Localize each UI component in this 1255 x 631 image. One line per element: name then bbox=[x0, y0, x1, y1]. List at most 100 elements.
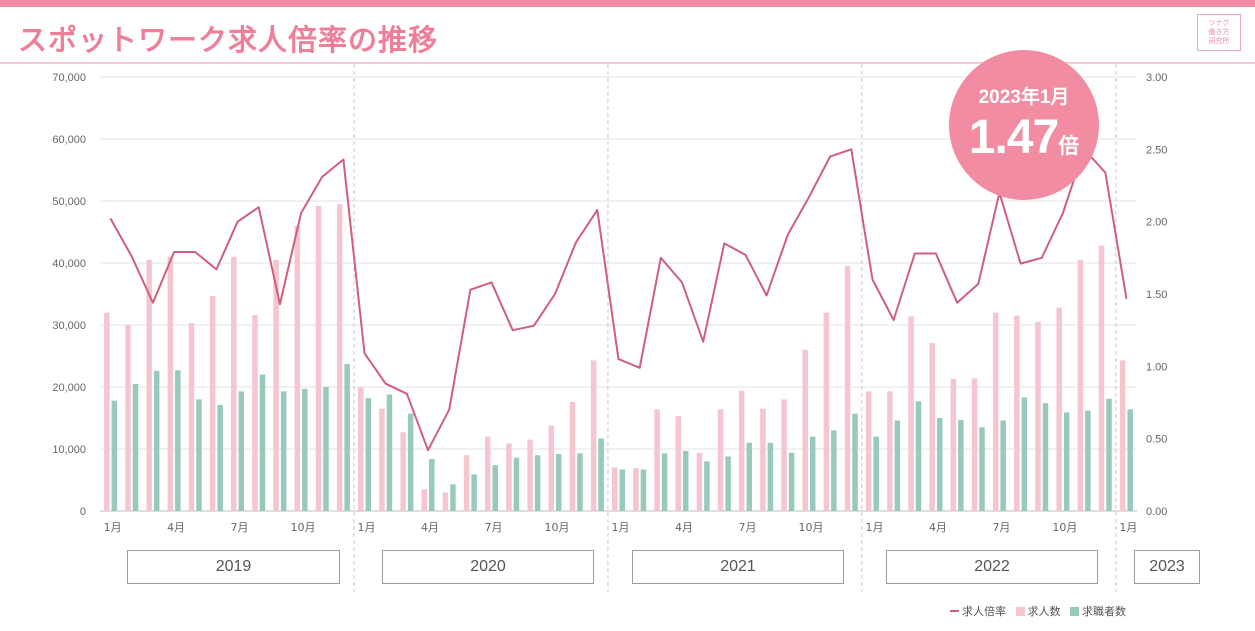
seekers-bar bbox=[302, 388, 308, 511]
left-tick-label: 40,000 bbox=[52, 258, 86, 270]
openings-bar bbox=[485, 436, 491, 511]
openings-bar bbox=[1035, 321, 1041, 511]
seekers-bar bbox=[450, 484, 456, 511]
left-axis-ticks: 0 10,000 20,000 30,000 40,000 50,000 60,000 70,… bbox=[52, 72, 86, 518]
right-tick-label: 2.00 bbox=[1146, 217, 1167, 229]
openings-bar bbox=[442, 492, 449, 511]
openings-bar bbox=[146, 259, 152, 511]
openings-bar bbox=[823, 312, 830, 511]
openings-bar bbox=[527, 439, 533, 511]
ratio-point bbox=[808, 196, 810, 198]
legend-seekers-label: 求職者数 bbox=[1082, 605, 1126, 618]
right-axis-ticks: 0.00 0.50 1.00 1.50 2.00 2.50 3.00 bbox=[1146, 72, 1167, 518]
right-tick-label: 1.50 bbox=[1146, 289, 1167, 301]
openings-bar bbox=[463, 455, 470, 511]
x-tick-label: 7月 bbox=[738, 521, 756, 534]
callout-unit: 倍 bbox=[1058, 135, 1080, 158]
seekers-bar bbox=[1021, 397, 1028, 511]
ratio-point bbox=[236, 220, 239, 223]
openings-bar bbox=[231, 256, 237, 511]
ratio-point bbox=[1062, 212, 1064, 214]
callout-value: 1.47 bbox=[968, 111, 1059, 164]
seekers-bar bbox=[407, 413, 414, 511]
openings-bar bbox=[1098, 245, 1105, 511]
seekers-bar bbox=[323, 387, 329, 511]
seekers-bar bbox=[429, 458, 435, 511]
openings-bar bbox=[865, 391, 872, 511]
x-tick-label: 10月 bbox=[1052, 521, 1077, 534]
seekers-bar bbox=[979, 427, 985, 511]
ratio-point bbox=[130, 255, 133, 258]
x-tick-label: 1月 bbox=[104, 521, 122, 534]
ratio-point bbox=[977, 283, 980, 285]
right-tick-label: 3.00 bbox=[1146, 72, 1167, 84]
left-tick-label: 30,000 bbox=[52, 320, 86, 332]
seekers-bar bbox=[344, 364, 350, 511]
seekers-bar bbox=[556, 453, 562, 511]
openings-bar bbox=[358, 387, 364, 511]
seekers-bar bbox=[534, 455, 541, 511]
legend-openings-label: 求人数 bbox=[1027, 605, 1061, 618]
ratio-point bbox=[342, 158, 345, 161]
ratio-point bbox=[871, 278, 874, 281]
legend-ratio-label: 求人倍率 bbox=[962, 605, 1006, 618]
legend-seekers-swatch bbox=[1070, 606, 1079, 616]
legend-openings-swatch bbox=[1015, 606, 1025, 616]
ratio-point bbox=[448, 408, 450, 411]
seekers-bar bbox=[1085, 410, 1091, 511]
left-tick-label: 70,000 bbox=[52, 72, 86, 84]
seekers-bar bbox=[767, 442, 774, 511]
seekers-bar bbox=[577, 453, 583, 511]
openings-bar bbox=[844, 266, 851, 511]
seekers-bar bbox=[132, 383, 139, 511]
x-axis-ticks: 1月 4月 7月 10月 1月 4月 7月 10月 1月 4月 7月 10月 1月 4月 7月 10月 1月 bbox=[104, 521, 1138, 534]
seekers-bar bbox=[852, 413, 858, 511]
seekers-bar bbox=[280, 391, 287, 511]
ratio-point bbox=[892, 319, 895, 321]
ratio-point bbox=[723, 242, 726, 245]
seekers-bar bbox=[365, 398, 372, 511]
ratio-point bbox=[279, 303, 281, 305]
ratio-point bbox=[596, 209, 599, 211]
openings-bar bbox=[696, 452, 703, 511]
left-tick-label: 20,000 bbox=[52, 382, 86, 394]
openings-bar bbox=[188, 323, 195, 511]
seekers-bar bbox=[1106, 398, 1112, 511]
x-tick-label: 4月 bbox=[421, 521, 439, 534]
legend-ratio-swatch bbox=[950, 610, 959, 612]
year-label-2021: 2021 bbox=[632, 550, 844, 584]
seekers-bar bbox=[640, 469, 647, 511]
right-tick-label: 0.50 bbox=[1146, 434, 1167, 446]
x-tick-label: 10月 bbox=[545, 521, 570, 534]
seekers-bar bbox=[386, 394, 393, 511]
openings-bar bbox=[950, 378, 957, 511]
seekers-bar bbox=[746, 442, 752, 511]
x-tick-label: 10月 bbox=[291, 521, 316, 534]
ratio-point bbox=[1125, 297, 1128, 300]
seekers-bar bbox=[598, 438, 604, 511]
ratio-point bbox=[744, 254, 747, 256]
bars-layer bbox=[104, 204, 1133, 512]
x-tick-label: 4月 bbox=[675, 521, 693, 534]
openings-bar bbox=[738, 390, 745, 511]
left-tick-label: 0 bbox=[80, 506, 86, 518]
openings-bar bbox=[209, 295, 216, 511]
seekers-bar bbox=[1042, 403, 1049, 511]
openings-bar bbox=[569, 401, 576, 511]
ratio-point bbox=[511, 329, 514, 331]
openings-bar bbox=[887, 391, 893, 511]
right-tick-label: 2.50 bbox=[1146, 144, 1167, 156]
ratio-point bbox=[363, 352, 366, 355]
callout-value-wrap: 1.47倍 bbox=[949, 110, 1099, 165]
seekers-bar bbox=[238, 391, 245, 511]
ratio-point bbox=[787, 233, 789, 236]
logo-line: 研究所 bbox=[1208, 37, 1230, 45]
x-tick-label: 1月 bbox=[865, 521, 883, 534]
openings-bar bbox=[421, 489, 428, 511]
ratio-point bbox=[427, 449, 429, 452]
x-tick-label: 7月 bbox=[485, 521, 503, 534]
ratio-point bbox=[533, 325, 535, 327]
ratio-point bbox=[469, 288, 472, 291]
brand-logo: ツナグ 働き方 研究所 bbox=[1197, 14, 1241, 51]
